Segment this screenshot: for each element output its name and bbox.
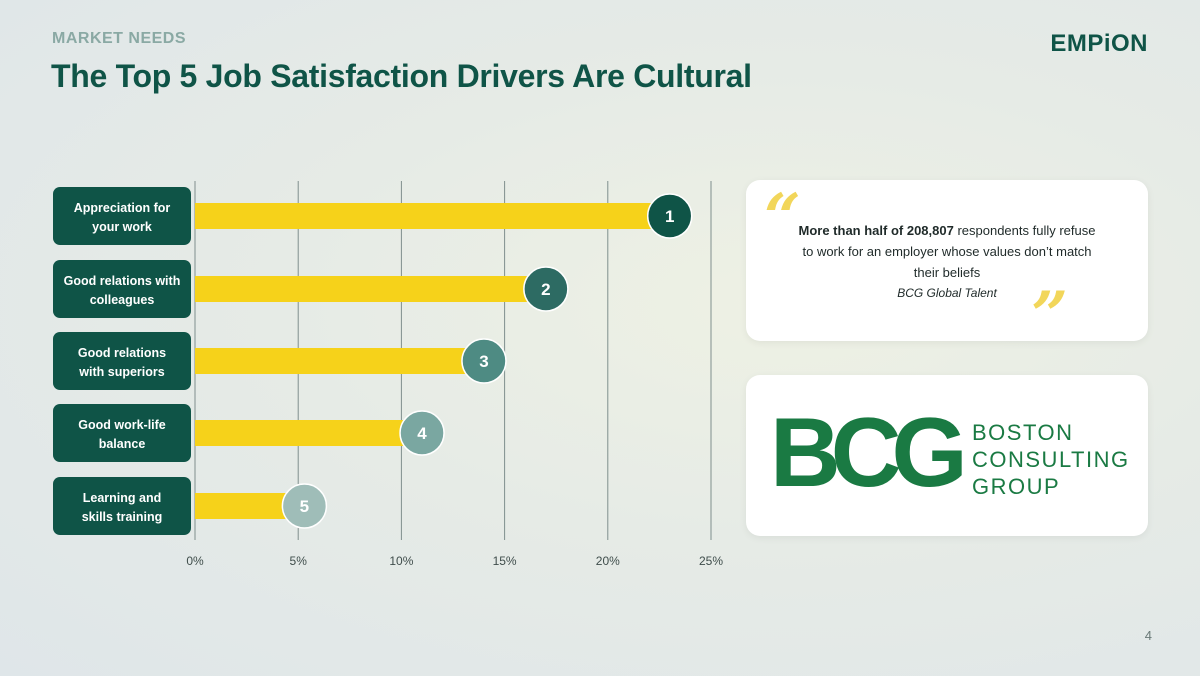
category-label: Good work-life bbox=[78, 418, 166, 432]
bar bbox=[195, 348, 484, 374]
x-tick-label: 15% bbox=[493, 554, 517, 568]
quote-text: More than half of 208,807 respondents fu… bbox=[796, 220, 1098, 304]
x-tick-label: 5% bbox=[290, 554, 308, 568]
bcg-name-line: BOSTON bbox=[972, 420, 1074, 445]
x-tick-label: 25% bbox=[699, 554, 723, 568]
category-label-box bbox=[53, 477, 191, 535]
bcg-logo-mark: BCG bbox=[770, 397, 968, 507]
category-label: Appreciation for bbox=[74, 201, 171, 215]
quote-source: BCG Global Talent bbox=[897, 286, 997, 300]
bcg-logo-name: BOSTON CONSULTING GROUP bbox=[972, 419, 1130, 500]
rank-badge bbox=[646, 193, 693, 239]
bar bbox=[195, 203, 670, 229]
x-tick-label: 10% bbox=[389, 554, 413, 568]
rank-badge bbox=[399, 410, 445, 456]
category-label: Good relations bbox=[78, 346, 166, 360]
quote-bold: More than half of 208,807 bbox=[798, 223, 954, 238]
x-tick-label: 0% bbox=[186, 554, 204, 568]
eyebrow: MARKET NEEDS bbox=[52, 30, 187, 47]
category-label: colleagues bbox=[90, 293, 155, 307]
category-label: Good relations with bbox=[64, 274, 181, 288]
x-tick-label: 20% bbox=[596, 554, 620, 568]
category-label-box bbox=[53, 260, 191, 318]
rank-badge bbox=[281, 483, 328, 529]
rank-label: 1 bbox=[665, 207, 674, 226]
rank-label: 5 bbox=[300, 497, 309, 516]
category-label: your work bbox=[92, 220, 152, 234]
rank-label: 3 bbox=[479, 352, 488, 371]
rank-badge bbox=[523, 266, 569, 312]
category-label-box bbox=[53, 404, 191, 462]
logo-card: BCG BOSTON CONSULTING GROUP bbox=[746, 375, 1148, 536]
bar bbox=[195, 276, 546, 302]
category-label-box bbox=[53, 187, 191, 245]
page-number: 4 bbox=[1144, 628, 1152, 643]
rank-label: 2 bbox=[541, 280, 550, 299]
open-quote-mark: “ bbox=[764, 180, 801, 255]
quote-body: respondents fully refuse to work for an … bbox=[802, 223, 1096, 280]
category-label-box bbox=[53, 332, 191, 390]
category-label: balance bbox=[99, 437, 146, 451]
quote-card: “ More than half of 208,807 respondents … bbox=[746, 180, 1148, 348]
category-label: skills training bbox=[82, 510, 163, 524]
rank-label: 4 bbox=[417, 424, 427, 443]
bar bbox=[195, 420, 423, 446]
rank-badge bbox=[461, 338, 507, 384]
category-label: Learning and bbox=[83, 491, 161, 505]
brand-logo: EMPiON bbox=[1050, 30, 1148, 57]
category-label: with superiors bbox=[78, 365, 164, 379]
bar-chart: 0% 5% 10% 15% 20% 25% Appreciation for your wor… bbox=[53, 181, 723, 568]
bcg-name-line: GROUP bbox=[972, 474, 1061, 499]
close-quote-mark: ” bbox=[1031, 278, 1068, 353]
bcg-name-line: CONSULTING bbox=[972, 447, 1130, 472]
page-title: The Top 5 Job Satisfaction Drivers Are C… bbox=[51, 58, 752, 94]
